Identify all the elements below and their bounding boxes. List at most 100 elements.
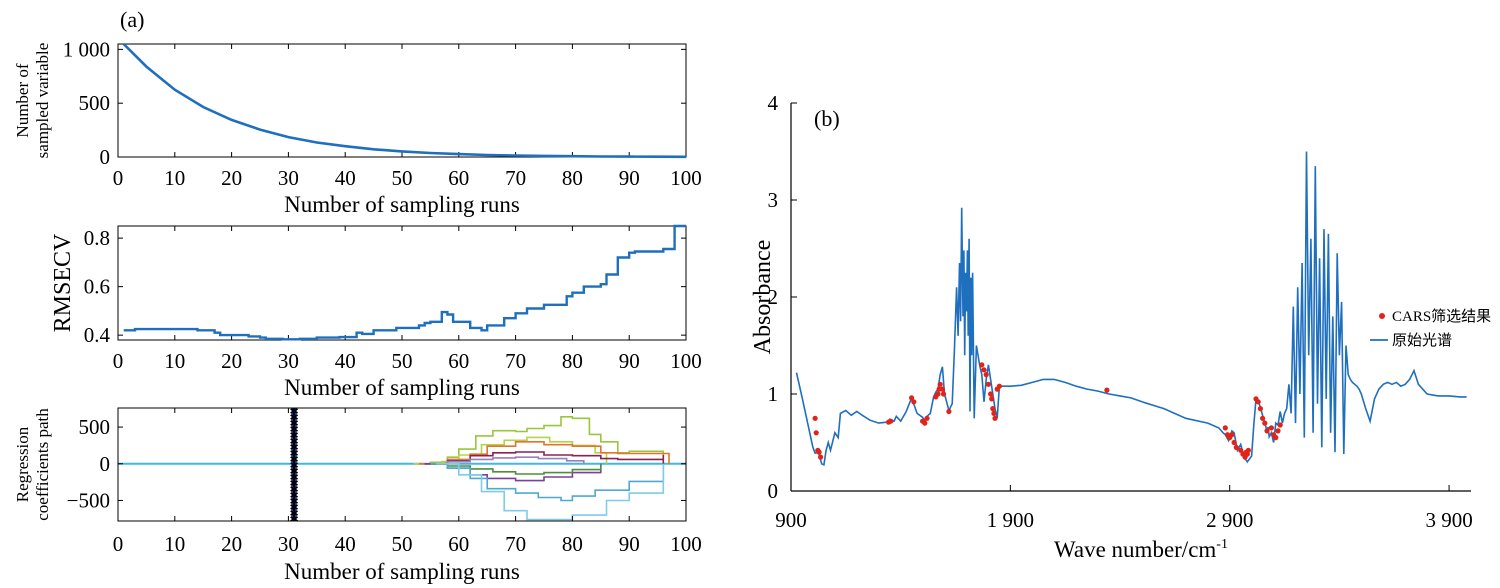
x-tick-label: 80 [562,349,583,373]
cars-selected-point [1264,428,1270,434]
series-line-rmsecv [123,224,686,341]
y-tick-label: 0 [100,452,111,476]
y-tick-label: 500 [79,91,111,115]
cars-selected-point [989,396,995,402]
y-tick-label: −500 [67,488,110,512]
optimal-run-star: ✱ [289,490,298,502]
plot-frame [117,43,687,158]
x-tick-label: 100 [670,349,702,373]
x-tick-label: 60 [448,166,469,190]
x-tick-label: 70 [505,532,526,556]
cars-selected-point [1257,406,1263,412]
chart-absorbance-spectrum: 900 1 900 2 900 3 900 0 1 2 3 4 Wave number/cm-1 A… [750,91,1491,562]
x-tick-label: 100 [670,532,702,556]
optimal-run-star: ✱ [289,412,298,424]
cars-selected-point [911,399,917,405]
optimal-run-star: ✱ [289,466,298,478]
x-axis-label: Number of sampling runs [284,375,520,400]
y-tick-label: 0.4 [84,323,111,347]
coefficient-path-line [413,436,608,465]
x-tick-label: 0 [113,349,124,373]
legend-label-cars: CARS筛选结果 [1392,308,1491,325]
cars-selected-point [1229,432,1235,438]
cars-selected-point [1268,425,1274,431]
x-tick-label: 90 [619,532,640,556]
x-tick-label: 50 [392,166,413,190]
cars-selected-point [1245,447,1251,453]
x-tick-label: 50 [392,532,413,556]
coefficient-path-line [436,463,665,521]
coefficient-path-line [430,456,585,465]
cars-selected-point [922,420,928,426]
y-axis-label-line: coefficients path [33,408,52,521]
spectrum-line [795,151,1467,466]
x-tick-label: 10 [164,166,185,190]
y-tick-label: 1 000 [63,37,110,61]
cars-selected-point [816,449,822,455]
y-axis-label-line: Number of [13,63,32,137]
cars-selected-point [1277,422,1283,428]
cars-selected-point [1238,447,1244,453]
cars-selected-point [935,391,941,397]
optimal-run-star: ✱ [289,406,298,418]
cars-selected-point [992,415,998,421]
x-tick-label: 30 [278,349,299,373]
optimal-run-star: ✱ [289,454,298,466]
cars-selected-point [937,381,943,387]
x-axis-label-main: Wave number/cm [1054,537,1216,562]
optimal-run-star: ✱ [289,502,298,514]
x-axis-label: Number of sampling runs [284,559,520,584]
x-tick-label: 50 [392,349,413,373]
y-tick-label: 3 [768,188,779,212]
panel-b-label: (b) [814,106,840,131]
optimal-run-star: ✱ [289,514,298,526]
x-tick-label: 100 [670,166,702,190]
series-line-sampled-variables [122,43,687,159]
cars-selected-point [988,391,994,397]
cars-selected-point [1262,420,1268,426]
optimal-run-star: ✱ [289,472,298,484]
x-tick-label: 900 [775,508,807,532]
panel-a-label: (a) [120,7,144,32]
x-axis-label: Wave number/cm-1 [1054,537,1228,562]
optimal-run-star: ✱ [289,418,298,430]
x-tick-label: 10 [164,532,185,556]
cars-selected-point [1275,428,1281,434]
cars-selected-point [940,391,947,397]
coefficient-path-line [430,463,665,502]
cars-selected-point [812,415,818,421]
legend-marker-cars [1379,313,1385,319]
x-tick-label: 70 [505,349,526,373]
y-tick-label: 0 [100,145,111,169]
cars-selected-point [818,454,824,460]
x-tick-label: 20 [221,349,242,373]
cars-selected-point [1222,425,1228,431]
y-axis-label: RMSECV [50,233,76,332]
x-tick-label: 40 [335,349,356,373]
cars-selected-point [990,406,996,412]
x-tick-label: 70 [505,166,526,190]
cars-selected-point [979,362,985,368]
x-tick-label: 10 [164,349,185,373]
cars-selected-point [983,372,989,378]
x-tick-label: 40 [335,532,356,556]
y-axis-label-line: Regression [13,426,32,502]
chart-rmsecv: 0 10 20 30 40 50 60 70 80 90 100 0.4 0.6 0.8 Number of… [50,224,702,400]
x-axis-label: Number of sampling runs [284,192,520,217]
optimal-run-star: ✱ [289,436,298,448]
optimal-run-star: ✱ [289,478,298,490]
optimal-run-star: ✱ [289,508,298,520]
x-tick-label: 3 900 [1425,508,1472,532]
cars-selected-point [909,395,915,401]
cars-selected-point [981,367,987,373]
x-tick-label: 80 [562,166,583,190]
cars-selected-point [1231,439,1237,446]
optimal-run-star: ✱ [289,430,298,442]
coefficient-paths: ✱✱✱✱✱✱✱✱✱✱✱✱✱✱✱✱✱✱✱ [118,406,686,526]
cars-selected-point [985,381,992,387]
x-tick-label: 1 900 [987,508,1034,532]
cars-selected-point [939,386,946,392]
x-tick-label: 60 [448,349,469,373]
